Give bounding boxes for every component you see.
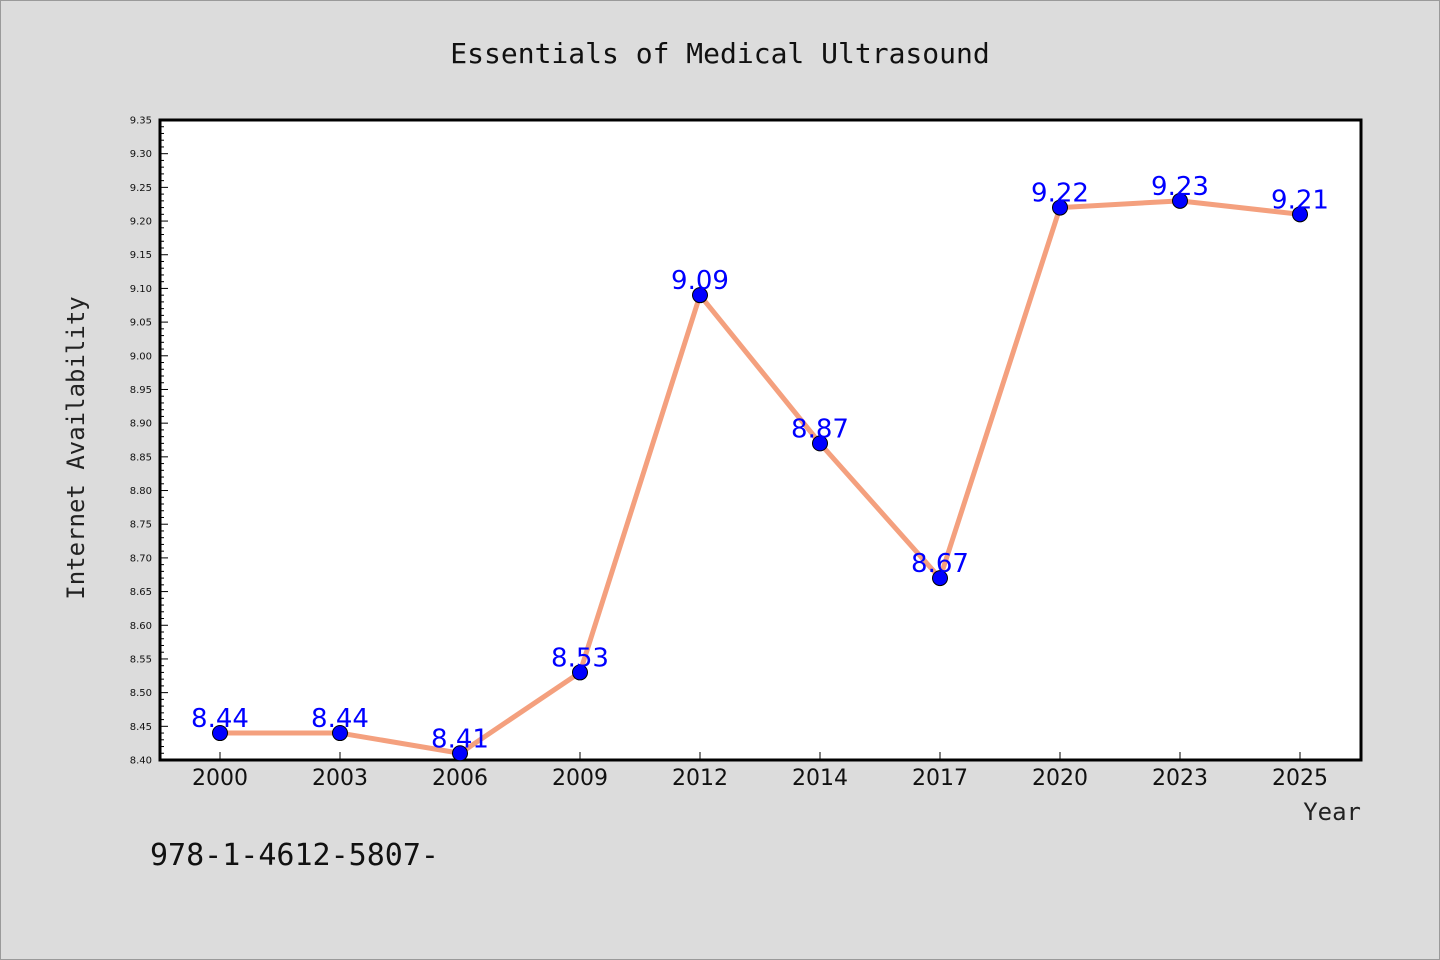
data-label: 9.21 <box>1271 185 1329 215</box>
data-point <box>572 664 588 681</box>
x-tick-label: 2014 <box>792 766 848 791</box>
y-tick-label: 9.00 <box>130 351 152 362</box>
data-point <box>692 287 708 304</box>
y-tick-label: 8.80 <box>130 486 152 497</box>
data-label: 9.09 <box>671 266 729 296</box>
y-tick-label: 8.55 <box>130 654 152 665</box>
data-point <box>332 725 348 742</box>
y-axis: 8.40 8.45 8.50 8.55 8.60 8.65 8.70 8.75 8.80 8.85… <box>130 116 168 767</box>
data-label: 8.67 <box>911 549 969 579</box>
data-point <box>1172 192 1188 209</box>
plot-area <box>158 118 1363 762</box>
y-tick-label: 9.10 <box>130 284 152 295</box>
x-tick-label: 2025 <box>1272 766 1328 791</box>
data-point <box>212 725 228 742</box>
x-tick-label: 2020 <box>1032 766 1088 791</box>
data-label: 9.23 <box>1151 172 1209 202</box>
y-tick-label: 9.05 <box>130 318 152 329</box>
data-labels: 8.44 8.44 8.41 8.53 9.09 8.87 8.67 9.22 9.23 9.21 <box>191 172 1329 754</box>
x-tick-label: 2012 <box>672 766 728 791</box>
y-axis-label: Internet Availability <box>62 296 90 599</box>
y-tick-label: 9.15 <box>130 250 152 261</box>
y-tick-label: 8.50 <box>130 688 152 699</box>
x-tick-label: 2017 <box>912 766 968 791</box>
y-tick-label: 8.95 <box>130 385 152 396</box>
y-tick-label: 8.85 <box>130 452 152 463</box>
data-point <box>932 570 948 587</box>
x-tick-label: 2009 <box>552 766 608 791</box>
x-axis-label: Year <box>1303 798 1361 826</box>
data-label: 8.44 <box>311 704 369 734</box>
y-tick-label: 9.25 <box>130 183 152 194</box>
data-point <box>812 435 828 452</box>
x-tick-label: 2000 <box>192 766 248 791</box>
y-tick-label: 8.70 <box>130 553 152 564</box>
data-label: 8.44 <box>191 704 249 734</box>
data-point <box>452 745 468 762</box>
y-tick-label: 8.65 <box>130 587 152 598</box>
y-tick-label: 8.75 <box>130 520 152 531</box>
data-label: 8.53 <box>551 643 609 673</box>
x-tick-label: 2023 <box>1152 766 1208 791</box>
y-tick-label: 9.20 <box>130 217 152 228</box>
data-label: 9.22 <box>1031 179 1089 209</box>
y-tick-label: 8.60 <box>130 621 152 632</box>
chart-title: Essentials of Medical Ultrasound <box>450 37 989 70</box>
data-point <box>1052 199 1068 216</box>
x-axis: 2000 2003 2006 2009 2012 2014 2017 2020 2023 2025 <box>192 752 1328 791</box>
y-tick-label: 9.30 <box>130 149 152 160</box>
data-label: 8.87 <box>791 414 849 444</box>
y-tick-label: 9.35 <box>130 116 152 127</box>
data-label: 8.41 <box>431 724 489 754</box>
y-tick-label: 8.45 <box>130 722 152 733</box>
isbn-text: 978-1-4612-5807- <box>150 838 439 873</box>
x-tick-label: 2006 <box>432 766 488 791</box>
data-point <box>1292 206 1308 223</box>
series-layer <box>212 192 1308 762</box>
y-tick-label: 8.90 <box>130 419 152 430</box>
series-line <box>220 198 1301 756</box>
y-tick-label: 8.40 <box>130 756 152 767</box>
x-tick-label: 2003 <box>312 766 368 791</box>
